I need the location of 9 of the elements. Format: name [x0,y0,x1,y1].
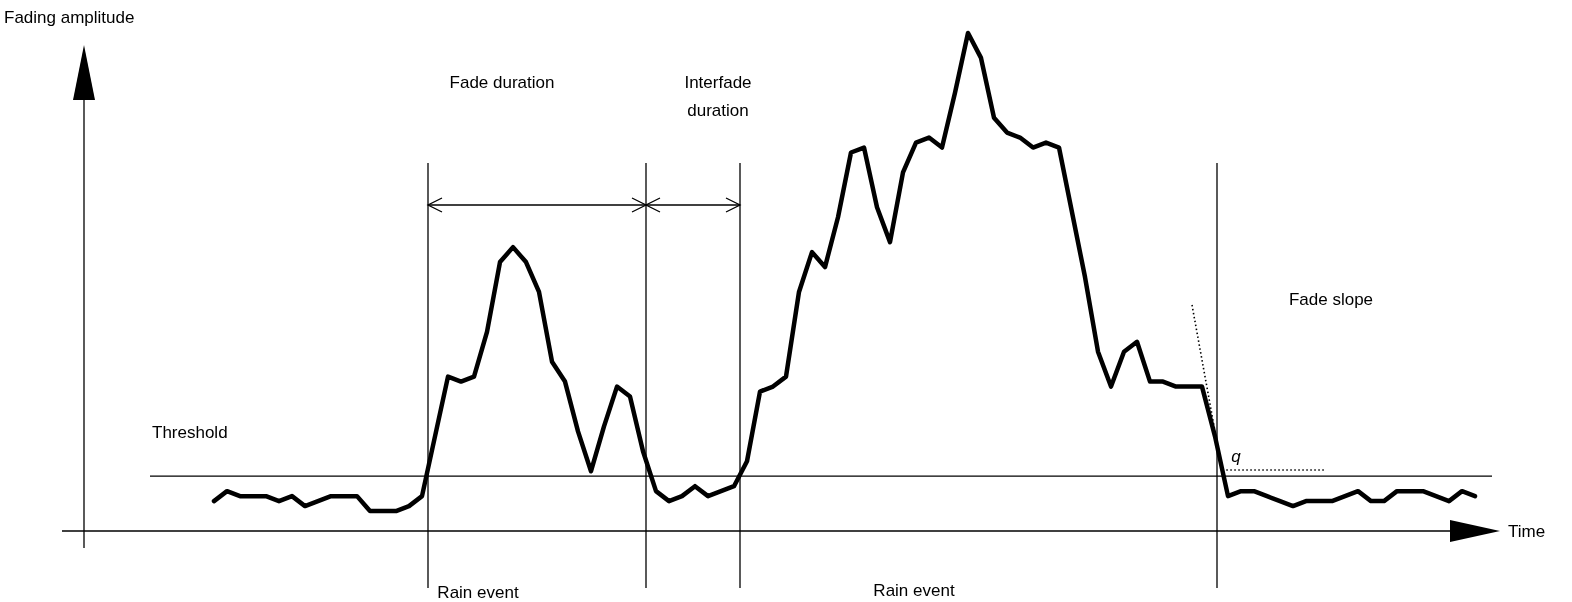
annotation: Fade slope [1288,290,1374,309]
annotation: Interfade duration [684,73,752,120]
annotation: q [1231,447,1242,466]
text: Rain event [873,581,955,600]
text: Rain event [437,583,519,602]
x-axis-title: Time [1508,522,1546,541]
ref-line-label: Threshold [152,423,228,443]
y-axis-title: Fading amplitude [4,8,135,27]
annotation: Fade duration [449,73,555,92]
